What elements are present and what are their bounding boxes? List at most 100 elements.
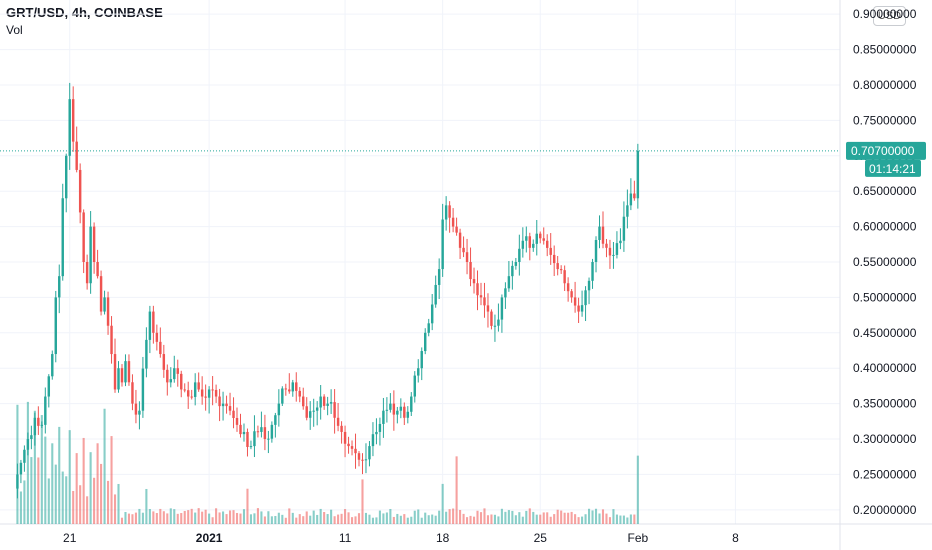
- candle: [58, 264, 61, 314]
- candle: [493, 314, 497, 342]
- volume-bar: [312, 510, 315, 524]
- candle: [514, 257, 518, 270]
- volume-bar: [281, 514, 284, 524]
- candle-body: [591, 262, 594, 281]
- candle: [197, 372, 200, 392]
- volume-bar: [169, 508, 172, 524]
- candle: [225, 395, 228, 414]
- candle: [626, 189, 629, 229]
- volume-bar: [479, 512, 483, 524]
- candle-body: [455, 226, 458, 233]
- candle-body: [166, 369, 169, 383]
- candle-body: [615, 243, 619, 255]
- volume-bar: [528, 508, 531, 524]
- candle-body: [176, 368, 179, 374]
- volume-bar: [410, 516, 413, 524]
- candle: [406, 406, 410, 424]
- volume-bar: [96, 443, 99, 524]
- candle: [183, 383, 186, 393]
- volume-bar: [107, 480, 110, 524]
- candle: [221, 391, 225, 421]
- candle: [584, 286, 587, 322]
- candle: [525, 226, 528, 253]
- candle-body: [277, 403, 281, 416]
- volume-bar: [201, 511, 204, 524]
- candle: [141, 356, 145, 418]
- volume-bar: [333, 516, 336, 524]
- candle: [54, 290, 57, 363]
- candle: [594, 236, 598, 273]
- candle-body: [19, 462, 23, 475]
- time-axis[interactable]: 21 2021 11 18 25 Feb 8: [63, 531, 739, 545]
- candle-body: [570, 291, 573, 298]
- candle: [619, 228, 622, 250]
- candle: [239, 413, 242, 438]
- candle: [89, 211, 92, 294]
- volume-bar: [309, 515, 312, 524]
- candle-body: [124, 361, 127, 383]
- candle-body: [82, 212, 85, 262]
- candle-body: [85, 262, 89, 284]
- volume-bar: [208, 513, 211, 524]
- candle: [532, 239, 535, 252]
- candle: [155, 324, 159, 351]
- candle-body: [340, 425, 343, 432]
- price-axis[interactable]: 0.90000000 0.85000000 0.80000000 0.75000000…: [853, 7, 917, 517]
- candle-body: [284, 388, 288, 390]
- candle-body: [549, 247, 552, 255]
- candle-body: [343, 431, 347, 444]
- candle-body: [476, 283, 479, 296]
- candle: [169, 367, 173, 388]
- volume-bar: [560, 510, 563, 524]
- volume-bar: [131, 514, 134, 524]
- currency-button[interactable]: USD: [873, 6, 906, 26]
- candle-body: [329, 402, 333, 404]
- candle-body: [218, 396, 221, 407]
- volume-bar: [371, 517, 374, 524]
- candle: [633, 180, 636, 201]
- candle-body: [134, 403, 138, 415]
- volume-bar: [357, 513, 361, 524]
- volume-bar: [466, 517, 469, 524]
- volume-bar: [594, 508, 598, 524]
- candle-body: [472, 279, 476, 284]
- candle-body: [322, 396, 326, 406]
- candle: [180, 370, 183, 398]
- volume-bar: [222, 511, 225, 524]
- candle: [368, 441, 371, 467]
- candle-body: [308, 411, 312, 418]
- candle-body: [197, 382, 200, 390]
- candle-body: [120, 368, 124, 383]
- volume-bar: [337, 514, 340, 524]
- candle: [455, 217, 458, 236]
- candle-body: [204, 396, 207, 398]
- candle-body: [110, 325, 113, 355]
- candle: [44, 387, 47, 434]
- candle-body: [315, 407, 319, 411]
- candle: [378, 417, 382, 446]
- candle-body: [228, 406, 232, 411]
- volume-bar: [162, 511, 165, 524]
- candle: [127, 354, 131, 386]
- volume-bar: [51, 443, 54, 524]
- volume-bar: [434, 515, 437, 524]
- candle: [152, 305, 155, 344]
- candle: [591, 258, 594, 289]
- candle: [85, 254, 89, 290]
- volume-bar: [452, 508, 455, 524]
- volume-indicator-label[interactable]: Vol: [6, 23, 23, 37]
- volume-bar: [228, 510, 232, 524]
- candle: [382, 397, 385, 438]
- volume-bar: [319, 508, 322, 524]
- volume-bar: [567, 512, 570, 524]
- candle: [497, 303, 500, 332]
- candle-body: [511, 265, 514, 277]
- candle-body: [274, 415, 277, 425]
- candle-body: [371, 434, 375, 447]
- candle: [469, 247, 472, 287]
- volume-bar: [588, 508, 591, 524]
- volume-bar: [58, 426, 61, 524]
- time-tick-label: 8: [732, 531, 739, 545]
- volume-bar: [141, 512, 144, 524]
